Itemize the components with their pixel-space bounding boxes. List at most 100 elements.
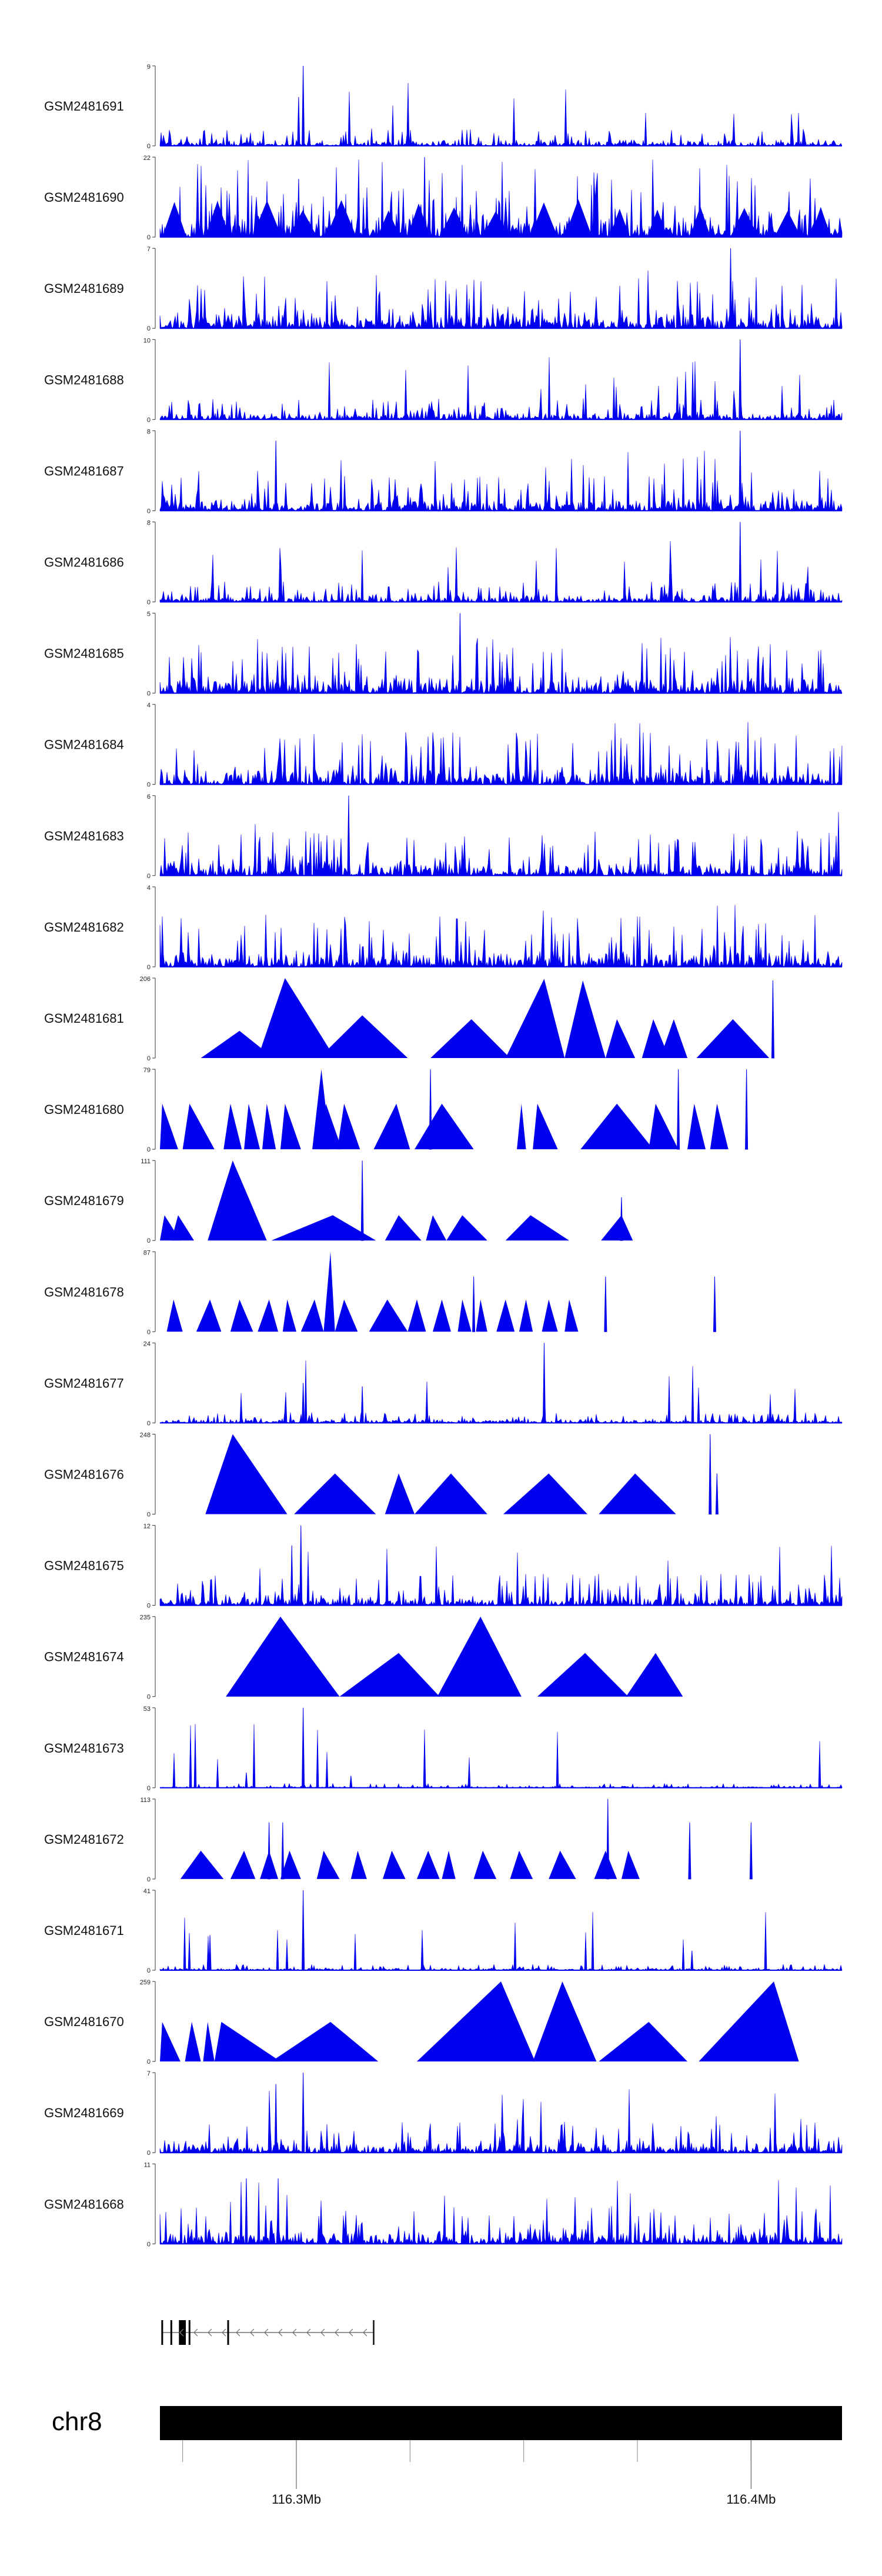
gene-exon	[184, 2320, 186, 2345]
chromosome-axis: chr8 116.3Mb 116.4Mb	[52, 2406, 842, 2507]
coverage-triangle	[810, 206, 831, 238]
strand-chevron	[249, 2328, 255, 2337]
y-axis-min-label: 0	[147, 1420, 151, 1427]
y-axis-max-label: 10	[143, 337, 151, 344]
strand-chevron	[348, 2328, 353, 2337]
track-GSM2481684: GSM2481684 4 0	[44, 702, 843, 789]
y-axis-max-label: 79	[143, 1067, 151, 1074]
peak-triangle	[373, 1103, 410, 1150]
peak-triangle	[337, 1103, 360, 1150]
strand-chevron	[263, 2328, 269, 2337]
y-axis-min-label: 0	[147, 1694, 151, 1701]
signal-area	[159, 1546, 843, 1606]
signal-spike	[771, 980, 774, 1059]
peak-triangle	[660, 1019, 688, 1058]
track-label: GSM2481673	[44, 1741, 124, 1756]
peak-triangle	[180, 1850, 224, 1879]
peak-triangle	[580, 1103, 654, 1150]
y-axis-min-label: 0	[147, 234, 151, 241]
signal-spike	[274, 2084, 278, 2153]
track-GSM2481671: GSM2481671 41 0	[44, 1888, 843, 1974]
peak-triangle	[533, 1103, 558, 1150]
signal-area	[159, 540, 843, 603]
peak-triangle	[642, 1019, 670, 1058]
peak-triangle	[430, 1019, 510, 1058]
y-axis-max-label: 8	[147, 428, 151, 435]
y-axis-max-label: 248	[140, 1432, 151, 1439]
peak-triangle	[223, 1103, 242, 1150]
axis-tick-label: 116.3Mb	[272, 2492, 321, 2507]
peak-triangle	[407, 1299, 426, 1332]
track-GSM2481672: GSM2481672 113 0	[44, 1797, 753, 1883]
chromosome-label: chr8	[52, 2407, 102, 2436]
coverage-triangle	[252, 200, 282, 238]
signal-spike	[208, 1935, 212, 1971]
peak-triangle	[687, 1103, 706, 1150]
peak-triangle	[230, 1850, 256, 1879]
track-label: GSM2481677	[44, 1376, 124, 1390]
coverage-triangle	[609, 209, 630, 238]
peak-triangle	[335, 1299, 358, 1332]
track-GSM2481689: GSM2481689 7 0	[44, 246, 843, 332]
y-axis-min-label: 0	[147, 508, 151, 515]
peak-triangle	[258, 1299, 279, 1332]
y-axis-min-label: 0	[147, 1146, 151, 1153]
peak-triangle	[442, 1850, 456, 1879]
y-axis-min-label: 0	[147, 1055, 151, 1062]
y-axis-min-label: 0	[147, 2058, 151, 2066]
peak-triangle	[416, 1850, 440, 1879]
gene-exon	[161, 2320, 163, 2345]
coverage-triangle	[690, 206, 711, 238]
signal-spike	[739, 339, 742, 420]
signal-spike	[458, 613, 462, 694]
gene-model-track	[161, 2320, 375, 2345]
track-label: GSM2481674	[44, 1650, 124, 1664]
strand-chevron	[235, 2328, 240, 2337]
signal-area	[159, 1724, 843, 1788]
coverage-triangle	[774, 211, 801, 238]
signal-spike	[360, 1386, 364, 1423]
signal-spike	[709, 1434, 712, 1514]
peak-triangle	[385, 1473, 415, 1514]
track-label: GSM2481678	[44, 1284, 124, 1299]
coverage-triangle	[407, 203, 430, 238]
signal-spike	[542, 1343, 546, 1423]
track-label: GSM2481688	[44, 372, 124, 387]
peak-triangle	[446, 1215, 487, 1241]
signal-spike	[302, 2073, 305, 2153]
y-axis-max-label: 12	[143, 1523, 151, 1530]
y-axis-min-label: 0	[147, 1876, 151, 1883]
signal-spike	[297, 179, 300, 238]
peak-triangle	[496, 1299, 515, 1332]
gene-strand-arrows	[179, 2328, 368, 2337]
signal-area	[159, 82, 843, 146]
coverage-triangle	[482, 211, 510, 238]
peak-triangle	[282, 1299, 296, 1332]
y-axis-max-label: 7	[147, 2070, 151, 2077]
signal-area	[159, 270, 843, 329]
peak-triangle	[503, 1473, 587, 1514]
peak-triangle	[510, 1850, 533, 1879]
signal-area	[159, 2089, 843, 2154]
peak-triangle	[271, 2021, 379, 2062]
track-label: GSM2481687	[44, 463, 124, 478]
signal-spike	[745, 1069, 749, 1150]
peak-triangle	[626, 1653, 683, 1697]
y-axis-min-label: 0	[147, 782, 151, 789]
peak-triangle	[280, 1103, 301, 1150]
strand-chevron	[320, 2328, 325, 2337]
y-axis-min-label: 0	[147, 599, 151, 606]
y-axis-min-label: 0	[147, 1967, 151, 1974]
peak-triangle	[230, 1299, 253, 1332]
signal-spike	[606, 1798, 610, 1880]
axis-tick-label: 116.4Mb	[726, 2492, 776, 2507]
signal-spike	[245, 2178, 248, 2244]
track-label: GSM2481690	[44, 190, 124, 205]
peak-triangle	[473, 1850, 497, 1879]
gene-exon	[188, 2320, 191, 2345]
peak-triangle	[505, 1215, 569, 1241]
gene-exon	[227, 2320, 229, 2345]
y-axis-max-label: 41	[143, 1888, 151, 1895]
track-label: GSM2481681	[44, 1011, 124, 1026]
peak-triangle	[385, 1215, 422, 1241]
